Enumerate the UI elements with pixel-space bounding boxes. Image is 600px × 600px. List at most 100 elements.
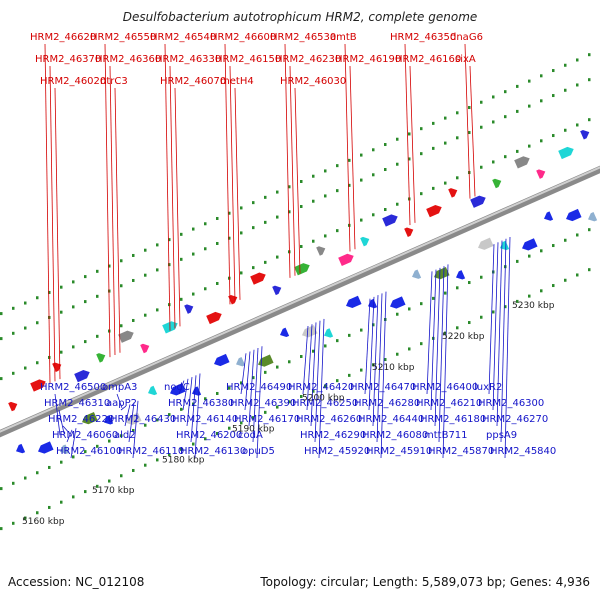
label-leader (114, 87, 121, 353)
gene-feature (346, 295, 362, 308)
label-leader (178, 380, 185, 395)
gene-feature (280, 327, 290, 338)
tick-dot (144, 248, 147, 252)
tick-dot (396, 137, 399, 141)
gene-feature (8, 401, 18, 412)
tick-dot (132, 253, 135, 257)
label-leader (302, 325, 309, 395)
tick-dot (516, 299, 519, 303)
gene-label-hrm2-46500: HRM2_46500 (40, 382, 106, 393)
tick-dot (348, 333, 351, 337)
label-leader (349, 65, 356, 250)
tick-dot (240, 421, 243, 425)
tick-dot (420, 302, 423, 306)
tick-dot (24, 301, 27, 305)
tick-dot (60, 350, 63, 354)
label-leader (426, 271, 433, 395)
tick-dot (252, 201, 255, 205)
gene-label-hrm2-46030: HRM2_46030 (280, 76, 346, 87)
gene-label-aapp2: aapP2 (106, 398, 137, 409)
tick-dot (324, 384, 327, 388)
tick-dot (132, 428, 135, 432)
tick-dot (492, 160, 495, 164)
kbp-tick-label: 5180 kbp (162, 455, 205, 465)
tick-dot (456, 111, 459, 115)
tick-dot (564, 88, 567, 92)
gene-label-hrm2-46200: HRM2_46200 (176, 430, 242, 441)
tick-dot (204, 222, 207, 226)
tick-dot (204, 397, 207, 401)
label-leader (132, 400, 139, 459)
gene-feature (324, 328, 334, 338)
tick-dot (492, 120, 495, 124)
tick-dot (396, 202, 399, 206)
label-leader (318, 318, 325, 459)
gene-feature (302, 325, 318, 338)
tick-dot (60, 460, 63, 464)
tick-dot (468, 106, 471, 110)
gene-feature (470, 195, 486, 208)
gene-label-hrm2-46270: HRM2_46270 (482, 414, 548, 425)
label-leader (62, 425, 69, 432)
gene-label-hrm2-46280: HRM2_46280 (354, 398, 420, 409)
gene-feature (448, 188, 458, 198)
gene-feature (382, 214, 398, 227)
tick-dot (240, 271, 243, 275)
tick-dot (336, 339, 339, 343)
tick-dot (0, 527, 3, 531)
kbp-tick-label: 5220 kbp (442, 332, 485, 342)
tick-dot (36, 361, 39, 365)
tick-dot (12, 481, 15, 485)
tick-dot (456, 326, 459, 330)
tick-dot (336, 229, 339, 233)
label-leader (434, 267, 441, 427)
tick-dot (312, 199, 315, 203)
tick-dot (252, 376, 255, 380)
gene-label-coda: codA (238, 430, 263, 441)
tick-dot (216, 216, 219, 220)
tick-dot (540, 99, 543, 103)
label-leader (368, 296, 375, 411)
tick-dot (156, 268, 159, 272)
label-leader (404, 43, 411, 226)
tick-dot (552, 94, 555, 98)
tick-dot (528, 144, 531, 148)
gene-label-hrm2-46530: HRM2_46530 (270, 32, 336, 43)
gene-feature (184, 304, 194, 314)
tick-dot (240, 231, 243, 235)
gene-label-hrm2-46550: HRM2_46550 (90, 32, 156, 43)
gene-label-hrm2-46470: HRM2_46470 (350, 382, 416, 393)
gene-label-hrm2-46300: HRM2_46300 (478, 398, 544, 409)
label-leader (294, 87, 301, 274)
tick-dots (0, 53, 591, 531)
gene-feature (74, 369, 90, 383)
gene-label-amtb: amtB (330, 32, 357, 43)
label-leader (256, 346, 263, 459)
tick-dot (528, 79, 531, 83)
label-leader (310, 322, 317, 427)
tick-dot (84, 300, 87, 304)
gene-feature (214, 353, 230, 367)
gene-label-hrm2-46100: HRM2_46100 (56, 446, 122, 457)
gene-feature (272, 285, 282, 296)
tick-dot (552, 244, 555, 248)
label-leader (124, 404, 131, 427)
tick-dot (192, 292, 195, 296)
tick-dot (420, 127, 423, 131)
tick-dot (372, 213, 375, 217)
tick-dot (516, 149, 519, 153)
tick-dot (276, 365, 279, 369)
tick-dot (60, 310, 63, 314)
tick-dot (468, 131, 471, 135)
tick-dot (324, 194, 327, 198)
label-leader (376, 293, 383, 443)
gene-label-hrm2-46600: HRM2_46600 (210, 32, 276, 43)
tick-dot (24, 516, 27, 520)
gene-feature (126, 412, 142, 425)
gene-feature (580, 130, 590, 140)
gene-label-hrm2-46190: HRM2_46190 (335, 54, 401, 65)
label-leader (54, 393, 61, 436)
tick-dot (72, 495, 75, 499)
tick-dot (360, 368, 363, 372)
gene-label-meth4: metH4 (220, 76, 254, 87)
